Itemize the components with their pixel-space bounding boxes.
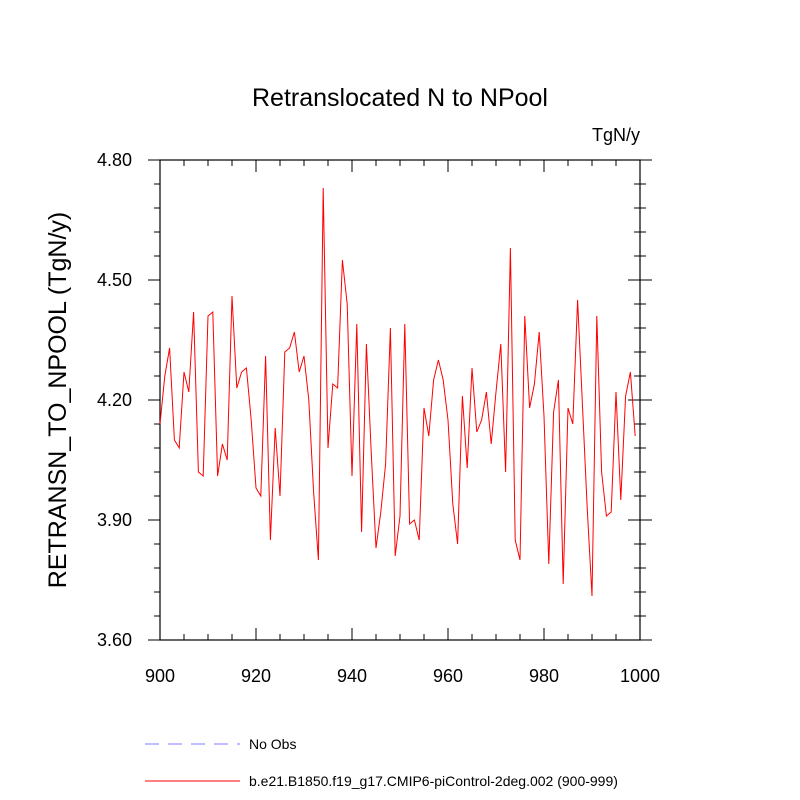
axis-ticks — [148, 159, 652, 641]
y-axis-label: RETRANSN_TO_NPOOL (TgN/y) — [44, 212, 72, 588]
x-tick-label: 900 — [145, 666, 175, 686]
x-tick-labels: 900 920 940 960 980 1000 — [145, 666, 660, 686]
series-group — [159, 187, 636, 597]
x-tick-label: 1000 — [620, 666, 660, 686]
x-tick-label: 920 — [241, 666, 271, 686]
legend-label-no-obs: No Obs — [249, 736, 296, 752]
x-tick-label: 980 — [529, 666, 559, 686]
x-tick-label: 960 — [433, 666, 463, 686]
chart-title: Retranslocated N to NPool — [252, 84, 548, 112]
units-label: TgN/y — [592, 125, 640, 145]
y-tick-label: 3.90 — [97, 510, 132, 530]
y-tick-label: 3.60 — [97, 630, 132, 650]
y-tick-labels: 3.60 3.90 4.20 4.50 4.80 — [97, 150, 132, 650]
x-tick-label: 940 — [337, 666, 367, 686]
y-tick-label: 4.20 — [97, 390, 132, 410]
y-tick-label: 4.50 — [97, 270, 132, 290]
y-tick-label: 4.80 — [97, 150, 132, 170]
legend-label-model: b.e21.B1850.f19_g17.CMIP6-piControl-2deg… — [249, 773, 618, 789]
plot-frame — [159, 159, 641, 641]
series-line — [159, 187, 636, 597]
legend: No Obs b.e21.B1850.f19_g17.CMIP6-piContr… — [145, 736, 618, 789]
